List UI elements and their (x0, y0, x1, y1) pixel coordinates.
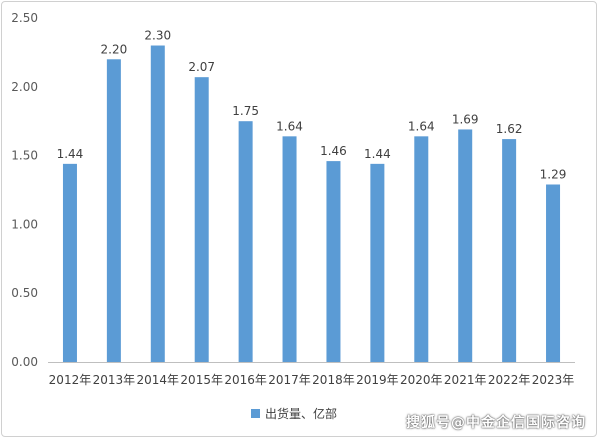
data-label: 1.75 (232, 104, 259, 118)
bar (414, 136, 429, 362)
data-label: 1.46 (320, 144, 347, 158)
y-tick-label: 0.50 (11, 286, 38, 300)
data-label: 1.64 (408, 119, 435, 133)
y-tick-label: 2.50 (11, 11, 38, 25)
bar (62, 163, 77, 362)
bar (546, 184, 561, 362)
bar (106, 59, 121, 362)
bar (370, 163, 385, 362)
x-tick-label: 2023年 (532, 373, 575, 387)
bar (282, 136, 297, 362)
x-tick-label: 2020年 (400, 373, 443, 387)
bar (326, 161, 341, 362)
data-label: 2.07 (188, 60, 215, 74)
bar (194, 77, 209, 362)
watermark: 搜狐号@中金企信国际咨询 (406, 415, 586, 431)
bar (238, 121, 253, 362)
y-tick-label: 1.00 (11, 217, 38, 231)
y-tick-label: 1.50 (11, 149, 38, 163)
x-tick-label: 2021年 (444, 373, 487, 387)
data-label: 1.44 (364, 147, 391, 161)
bar (502, 139, 517, 362)
y-tick-label: 0.00 (11, 355, 38, 369)
x-tick-label: 2017年 (268, 373, 311, 387)
data-label: 2.30 (144, 29, 171, 43)
x-tick-label: 2022年 (488, 373, 531, 387)
x-tick-label: 2016年 (224, 373, 267, 387)
bar (458, 129, 473, 362)
x-tick-label: 2014年 (137, 373, 180, 387)
data-label: 2.20 (101, 42, 128, 56)
x-tick-label: 2018年 (312, 373, 355, 387)
legend-label: 出货量、亿部 (265, 406, 337, 421)
x-tick-label: 2012年 (49, 373, 92, 387)
data-label: 1.29 (540, 167, 567, 181)
data-label: 1.64 (276, 119, 303, 133)
data-label: 1.44 (57, 147, 84, 161)
x-tick-label: 2013年 (93, 373, 136, 387)
x-tick-label: 2015年 (180, 373, 223, 387)
data-label: 1.62 (496, 122, 523, 136)
x-tick-label: 2019年 (356, 373, 399, 387)
legend-swatch (251, 409, 260, 418)
data-label: 1.69 (452, 112, 479, 126)
bar (150, 45, 165, 363)
y-tick-label: 2.00 (11, 80, 38, 94)
